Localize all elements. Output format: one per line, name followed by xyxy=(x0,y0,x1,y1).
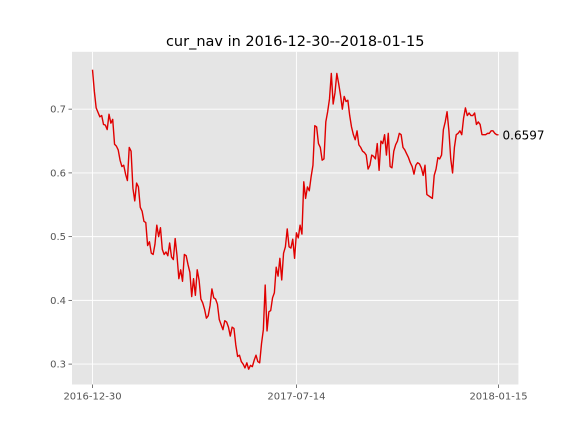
end-value-annotation: 0.6597 xyxy=(503,128,545,142)
y-axis: 0.3 0.4 0.5 0.6 0.7 xyxy=(50,105,72,371)
plot-background xyxy=(72,51,519,385)
y-tick-label: 0.5 xyxy=(50,232,66,243)
x-tick-label: 2016-12-30 xyxy=(63,392,121,403)
y-tick-label: 0.7 xyxy=(50,105,66,116)
nav-series-line xyxy=(91,69,499,370)
y-tick-label: 0.3 xyxy=(50,360,66,371)
y-tick-label: 0.6 xyxy=(50,168,66,179)
chart-title: cur_nav in 2016-12-30--2018-01-15 xyxy=(166,34,424,50)
x-tick-label: 2017-07-14 xyxy=(267,392,325,403)
x-tick-label: 2018-01-15 xyxy=(469,392,527,403)
x-axis: 2016-12-30 2017-07-14 2018-01-15 xyxy=(63,384,528,403)
y-tick-label: 0.4 xyxy=(50,296,66,307)
